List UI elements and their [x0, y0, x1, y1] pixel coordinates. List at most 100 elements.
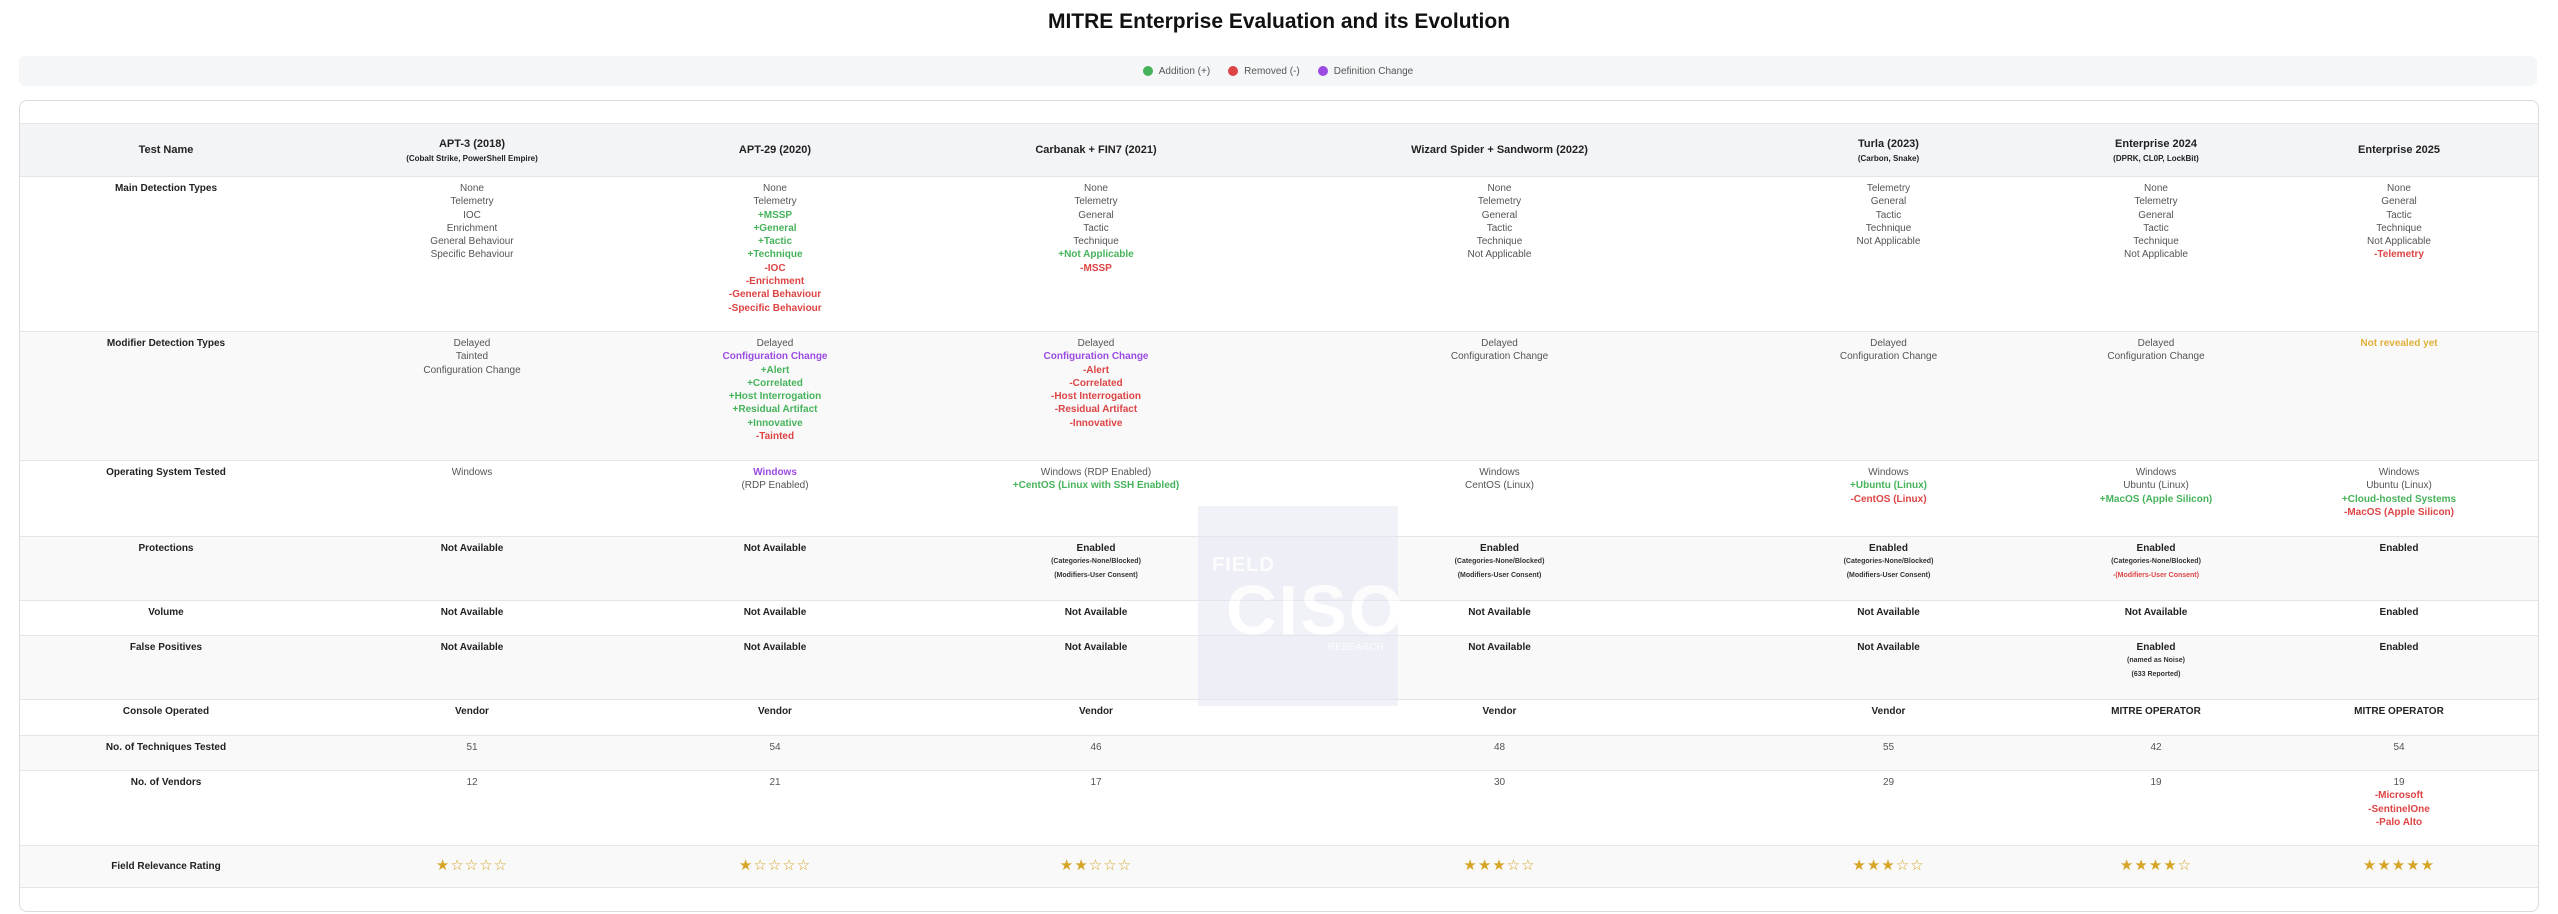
rating-cell: ★☆☆☆☆ [312, 845, 632, 888]
table-cell: 17 [918, 770, 1274, 846]
table-cell: Vendor [312, 699, 632, 736]
cell-line: -General Behaviour [728, 289, 822, 301]
cell-line: +Technique [747, 249, 803, 261]
row-label: No. of Vendors [20, 770, 312, 846]
table-cell: MITRE OPERATOR [2052, 699, 2260, 736]
cell-line: 12 [466, 777, 478, 788]
cell-line: -Specific Behaviour [728, 302, 822, 314]
cell-line: General [1870, 196, 1907, 208]
cell-line: Tactic [1875, 209, 1902, 221]
cell-line: Telemetry [1074, 196, 1118, 208]
table-cell: Enabled (Categories-None/Blocked) (Modifie… [1274, 536, 1725, 601]
cell-line: Enabled [2379, 607, 2419, 618]
legend-label: Definition Change [1333, 65, 1414, 77]
table-cell: Enabled [2260, 600, 2538, 636]
cell-line: Not Available [1857, 607, 1920, 618]
table-row: Protections Not Available Not Available Ena… [20, 536, 2538, 601]
column-header: Enterprise 2024 (DPRK, CL0P, LockBit) [2052, 123, 2260, 177]
table-cell: Enabled (Categories-None/Blocked) (Modifie… [1725, 536, 2052, 601]
cell-line: Enabled [2136, 642, 2176, 653]
table-cell: Enabled [2260, 635, 2538, 700]
cell-line: +Cloud-hosted Systems [2341, 493, 2457, 505]
comparison-table: Test Name APT-3 (2018) (Cobalt Strike, Po… [20, 123, 2538, 888]
row-label: Protections [20, 536, 312, 601]
rating-cell: ★★☆☆☆ [918, 845, 1274, 888]
legend-item-removed: Removed (-) [1228, 66, 1300, 77]
table-row: No. of Techniques Tested 51 54 46 48 55 42 54 [20, 735, 2538, 771]
cell-line: Not Available [1468, 607, 1531, 618]
column-header-name: Turla (2023) [1858, 137, 1919, 150]
table-row: False Positives Not Available Not Availabl… [20, 635, 2538, 700]
table-body: Main Detection Types None Telemetry IOC Enri… [20, 176, 2538, 888]
cell-line: General [1481, 209, 1518, 221]
cell-line: -Innovative [1069, 417, 1123, 429]
cell-line: Specific Behaviour [430, 249, 514, 261]
cell-line: None [2387, 183, 2411, 194]
cell-line: General [2381, 196, 2417, 208]
rating-row: Field Relevance Rating ★☆☆☆☆ ★☆☆☆☆ ★★☆☆☆ ★★★… [20, 845, 2538, 888]
table-header: Test Name APT-3 (2018) (Cobalt Strike, Po… [20, 123, 2538, 177]
cell-line: Enabled [1076, 543, 1116, 554]
table-cell: None Telemetry General Tactic Technique Not A… [1274, 176, 1725, 332]
cell-line: -Correlated [1069, 377, 1123, 389]
table-cell: Not Available [632, 600, 918, 636]
cell-line: +CentOS (Linux with SSH Enabled) [1012, 480, 1180, 492]
comparison-card: Test Name APT-3 (2018) (Cobalt Strike, Po… [19, 100, 2539, 912]
row-label: False Positives [20, 635, 312, 700]
rating-cell: ★★★★☆ [2052, 845, 2260, 888]
table-cell: Delayed Tainted Configuration Change [312, 331, 632, 461]
cell-line: Configuration Change [2107, 351, 2205, 363]
cell-line: Not Available [440, 543, 504, 554]
star-rating-icon: ★★★☆☆ [1852, 857, 1925, 875]
column-header-sub: (DPRK, CL0P, LockBit) [2113, 153, 2199, 163]
table-cell: Not Available [312, 600, 632, 636]
cell-line: Delayed [453, 338, 491, 349]
table-cell: 29 [1725, 770, 2052, 846]
header-test-name: Test Name [20, 123, 312, 177]
cell-line: Ubuntu (Linux) [2123, 480, 2189, 492]
cell-line: Not Available [1064, 642, 1128, 653]
cell-line: (Categories-None/Blocked) [1051, 558, 1141, 566]
cell-line: Telemetry [1866, 183, 1911, 194]
cell-line: -Palo Alto [2375, 816, 2423, 828]
cell-line: Technique [2133, 236, 2179, 248]
cell-line: 19 [2150, 777, 2162, 788]
table-cell: Delayed Configuration Change [2052, 331, 2260, 461]
cell-line: MITRE OPERATOR [2111, 706, 2201, 717]
cell-line: Delayed [1077, 338, 1115, 349]
column-header-name: Wizard Spider + Sandworm (2022) [1411, 144, 1588, 156]
star-rating-icon: ★★☆☆☆ [1059, 857, 1133, 875]
table-cell: Windows (RDP Enabled) [632, 460, 918, 537]
cell-line: Delayed [2137, 338, 2175, 349]
table-cell: Windows (RDP Enabled) +CentOS (Linux with… [918, 460, 1274, 537]
cell-line: Configuration Change [722, 351, 828, 363]
column-header-name: Carbanak + FIN7 (2021) [1035, 144, 1157, 156]
cell-line: -Host Interrogation [1051, 391, 1141, 403]
removed-dot-icon [1228, 66, 1239, 76]
cell-line: Technique [1073, 236, 1119, 248]
cell-line: General [2138, 209, 2174, 221]
table-cell: Enabled (Categories-None/Blocked) (Modifie… [918, 536, 1274, 601]
legend-label: Removed (-) [1244, 65, 1300, 77]
cell-line: Tactic [1083, 222, 1109, 234]
cell-line: Technique [2376, 222, 2422, 234]
table-cell: 42 [2052, 735, 2260, 771]
table-cell: 54 [632, 735, 918, 771]
cell-line: (Categories-None/Blocked) [2111, 558, 2201, 566]
cell-line: +Residual Artifact [732, 404, 818, 416]
cell-line: Tactic [2386, 209, 2412, 221]
cell-line: 54 [2393, 742, 2405, 753]
cell-line: Not Available [743, 642, 807, 653]
cell-line: (Modifiers-User Consent) [1054, 571, 1138, 579]
cell-line: Delayed [756, 338, 794, 349]
cell-line: Windows (RDP Enabled) [1040, 467, 1152, 478]
cell-line: +Alert [760, 364, 790, 376]
table-cell: Vendor [918, 699, 1274, 736]
cell-line: None [763, 183, 787, 194]
table-cell: Not Available [312, 635, 632, 700]
rating-cell: ★★★☆☆ [1274, 845, 1725, 888]
cell-line: 55 [1882, 742, 1895, 753]
table-cell: Not Available [1274, 635, 1725, 700]
cell-line: Configuration Change [1043, 351, 1149, 363]
table-cell: 54 [2260, 735, 2538, 771]
